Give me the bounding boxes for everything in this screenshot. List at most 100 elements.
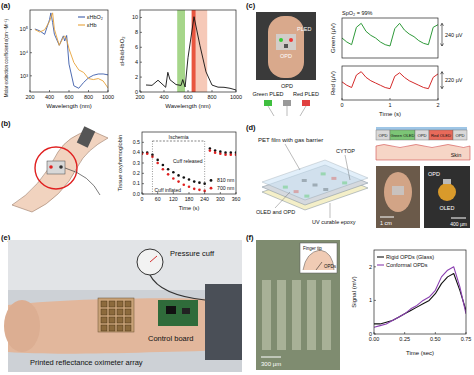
label: Red OLED [431,133,451,138]
board [158,300,198,326]
y-tick [142,194,144,195]
array-pixel [125,317,131,323]
y-tick-label: 0 [135,89,138,95]
x-tick [390,98,391,100]
x-tick-label: 600 [183,94,192,100]
band [177,10,185,92]
plot-area [342,72,438,89]
arrow-head [441,23,444,26]
y-tick [374,334,376,335]
plot-frame [30,10,108,92]
point [209,149,212,152]
x-tick-label: 180 [185,196,194,202]
annotation: 220 µV [445,77,463,83]
band [77,126,95,147]
x-tick [164,90,165,92]
y-tick [30,52,32,53]
label: Control board [148,334,193,343]
y-tick [142,142,144,143]
x-tick-label: 800 [207,94,216,100]
x-tick-label: 240 [200,196,209,202]
y-tick-label: 6 [135,44,138,50]
arrow-head [441,72,444,75]
electrode [307,280,316,350]
point [224,153,227,156]
x-tick-label: 360 [232,196,241,202]
y-tick-label: 0.0 [133,191,140,197]
label: CYTOP [336,148,355,154]
x-axis-label: Wavelength (nm) [165,103,210,109]
line-shape [380,217,394,218]
point [167,168,170,171]
x-tick [404,332,405,334]
x-tick [342,98,343,100]
point [156,162,159,165]
gauge [137,249,163,275]
point [177,180,180,183]
point [198,189,201,192]
x-tick-label: 0.25 [399,336,410,342]
plot-frame [374,250,466,334]
x-tick-label: 400 [45,94,54,100]
x-tick-label: 1 [388,102,391,108]
x-tick-label: 400 [159,94,168,100]
arrow-head [441,44,444,47]
legend-label: Conformal OPDs [386,262,428,268]
electrode [277,280,286,350]
x-axis-label: Wavelength (nm) [46,103,91,109]
x-tick [236,192,237,194]
page: {"panel_labels": ["(a)", "(b)", "(c)", "… [0,0,474,375]
green-pled-icon [264,100,272,106]
y-tick [140,92,142,93]
legend-swatch [210,179,213,182]
line-shape [285,144,300,170]
label: Green OLED [390,133,414,138]
point [167,173,170,176]
point [188,185,191,188]
x-tick-label: 200 [25,94,34,100]
point [146,152,149,155]
series-line [342,23,438,46]
array-pixel [125,301,131,307]
x-tick [435,332,436,334]
panel-label: (a) [1,1,11,10]
y-tick-label: 4 [135,59,138,65]
label: Skin [451,152,462,158]
photo [8,240,242,372]
array-pixel [101,309,107,315]
legend-swatch [78,16,85,17]
legend-swatch [377,256,384,257]
photo [256,240,340,370]
line-shape [345,155,350,180]
x-tick-label: 0.50 [430,336,441,342]
photo [256,12,316,80]
series-line [374,267,466,327]
x-tick [466,332,467,334]
y-tick [30,29,32,30]
event-line [204,141,205,194]
line-shape [150,256,157,262]
point [182,176,185,179]
cuff [205,284,242,360]
legend-label: 700 nm [217,185,234,191]
y-tick-label: 0 [369,331,372,337]
y-axis-label: εHb/εHbO₂ [119,36,125,66]
label: OPDs [324,264,337,269]
label: OPD [280,53,292,59]
line-shape [261,357,281,358]
point [182,183,185,186]
x-tick [189,192,190,194]
point [162,164,165,167]
layer-cell [415,130,429,140]
point [156,159,159,162]
arm [12,130,108,212]
opd-icon [283,100,291,106]
panel-label: (f) [246,233,254,242]
label: OLED [440,205,455,211]
point [193,188,196,191]
line-shape [287,106,288,116]
photo [376,166,420,228]
label: Printed reflectance oximeter array [30,358,143,367]
detector [59,165,63,169]
annotation: Cuff inflated [154,187,181,193]
